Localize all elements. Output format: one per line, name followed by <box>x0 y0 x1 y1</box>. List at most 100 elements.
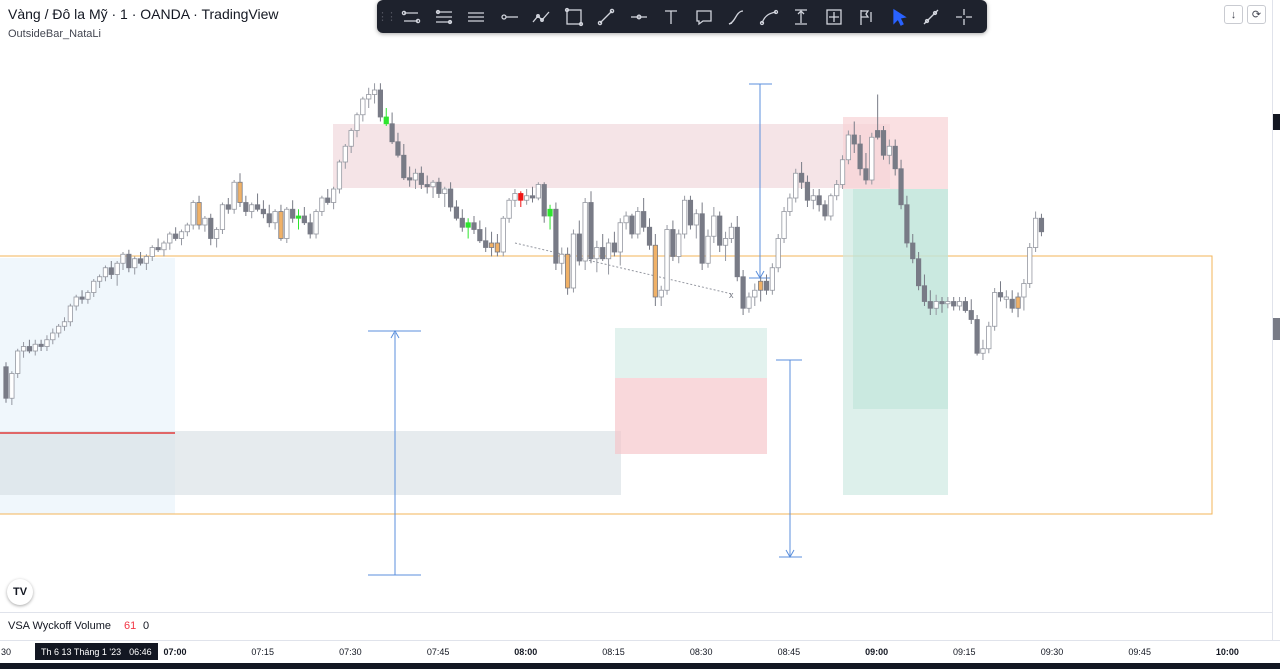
candle-body[interactable] <box>377 89 384 118</box>
candle-body[interactable] <box>605 242 612 260</box>
candle-body[interactable] <box>658 289 664 298</box>
candle-body[interactable] <box>787 197 793 212</box>
candle-body[interactable] <box>869 136 875 181</box>
candle-body[interactable] <box>301 215 307 224</box>
candle-body[interactable] <box>986 325 992 350</box>
candle-body[interactable] <box>225 204 231 210</box>
candle-body[interactable] <box>828 195 834 217</box>
position-red-mid[interactable] <box>615 378 767 454</box>
gray-zone[interactable] <box>0 431 621 495</box>
candle-body[interactable] <box>816 195 822 206</box>
text-icon[interactable] <box>655 0 688 33</box>
candle-body[interactable] <box>44 339 50 347</box>
candle-body[interactable] <box>1021 283 1027 298</box>
candle-body[interactable] <box>570 233 577 289</box>
candle-body[interactable] <box>1038 217 1045 233</box>
candle-body[interactable] <box>85 292 91 300</box>
symbol-title[interactable]: Vàng / Đô la Mỹ · 1 · OANDA · TradingVie… <box>8 6 279 22</box>
chart-area[interactable]: x <box>0 0 1272 612</box>
measure-down-2[interactable] <box>776 359 802 559</box>
candle-body[interactable] <box>717 215 723 246</box>
candle-body[interactable] <box>629 215 635 235</box>
candle-body[interactable] <box>132 258 138 269</box>
candle-body[interactable] <box>15 350 21 374</box>
candle-body[interactable] <box>97 276 103 282</box>
brush-icon[interactable] <box>720 0 753 33</box>
candle-body[interactable] <box>1027 247 1033 284</box>
candle-body[interactable] <box>143 256 149 264</box>
candle-body[interactable] <box>682 199 688 235</box>
candle-body[interactable] <box>190 202 196 226</box>
candle-body[interactable] <box>980 348 986 354</box>
candle-body[interactable] <box>325 197 331 203</box>
candles-group[interactable] <box>3 83 1045 405</box>
candle-body[interactable] <box>559 253 565 264</box>
candle-body[interactable] <box>687 199 694 226</box>
candle-body[interactable] <box>939 301 945 305</box>
candle-body[interactable] <box>196 202 202 226</box>
candle-body[interactable] <box>1015 296 1021 309</box>
candle-body[interactable] <box>108 267 114 275</box>
candle-body[interactable] <box>208 217 214 239</box>
candle-body[interactable] <box>576 233 582 262</box>
candle-body[interactable] <box>992 292 998 327</box>
candle-body[interactable] <box>137 258 144 264</box>
candle-body[interactable] <box>149 247 155 257</box>
chart-canvas[interactable]: x <box>0 0 1272 612</box>
tradingview-logo[interactable]: TV <box>7 579 33 605</box>
candle-body[interactable] <box>617 222 623 253</box>
candle-body[interactable] <box>781 211 787 239</box>
candle-body[interactable] <box>769 267 775 291</box>
time-axis[interactable]: 30 Th 6 13 Tháng 1 '23 06:46 07:00 07:15 0… <box>0 640 1280 664</box>
candle-body[interactable] <box>243 202 249 212</box>
candle-body[interactable] <box>348 130 354 147</box>
candle-body[interactable] <box>249 204 255 212</box>
curve-icon[interactable] <box>753 0 786 33</box>
candle-body[interactable] <box>102 267 109 278</box>
candle-body[interactable] <box>541 184 547 217</box>
candle-body[interactable] <box>354 114 360 131</box>
candle-body[interactable] <box>73 296 79 307</box>
candle-body[interactable] <box>945 301 951 305</box>
candle-body[interactable] <box>635 211 641 235</box>
candle-body[interactable] <box>389 123 395 143</box>
candle-body[interactable] <box>588 202 594 260</box>
candle-body[interactable] <box>693 213 699 226</box>
candle-body[interactable] <box>383 116 389 125</box>
candle-body[interactable] <box>79 296 85 300</box>
candle-body[interactable] <box>67 305 73 323</box>
candle-body[interactable] <box>295 215 302 219</box>
candle-body[interactable] <box>219 204 226 230</box>
candle-body[interactable] <box>161 242 167 251</box>
measure-up-1[interactable] <box>368 329 421 576</box>
candle-body[interactable] <box>997 292 1004 298</box>
candle-body[interactable] <box>699 213 705 264</box>
candle-body[interactable] <box>553 208 559 264</box>
candle-body[interactable] <box>272 211 278 224</box>
candle-body[interactable] <box>886 145 892 156</box>
candle-body[interactable] <box>477 229 483 242</box>
position-green-right-inner[interactable] <box>853 189 948 409</box>
position-green-mid[interactable] <box>615 328 767 378</box>
price-range-icon[interactable] <box>785 0 818 33</box>
position-green-right[interactable] <box>843 189 948 495</box>
candle-body[interactable] <box>254 204 261 210</box>
candle-body[interactable] <box>851 134 857 145</box>
candle-body[interactable] <box>933 301 939 309</box>
candle-body[interactable] <box>26 346 33 352</box>
candle-body[interactable] <box>664 229 670 291</box>
candle-body[interactable] <box>892 145 898 170</box>
candle-body[interactable] <box>839 159 846 185</box>
download-icon[interactable]: ↓ <box>1224 5 1243 24</box>
candle-body[interactable] <box>880 130 887 156</box>
flag-mark-icon[interactable] <box>850 0 883 33</box>
candle-body[interactable] <box>32 343 38 352</box>
candle-body[interactable] <box>61 321 68 327</box>
candle-body[interactable] <box>956 301 963 307</box>
path-icon[interactable] <box>525 0 558 33</box>
candle-body[interactable] <box>652 244 658 298</box>
cursor-icon[interactable] <box>883 0 916 33</box>
measure-icon[interactable] <box>915 0 948 33</box>
candle-body[interactable] <box>412 172 419 181</box>
candle-body[interactable] <box>407 177 413 181</box>
